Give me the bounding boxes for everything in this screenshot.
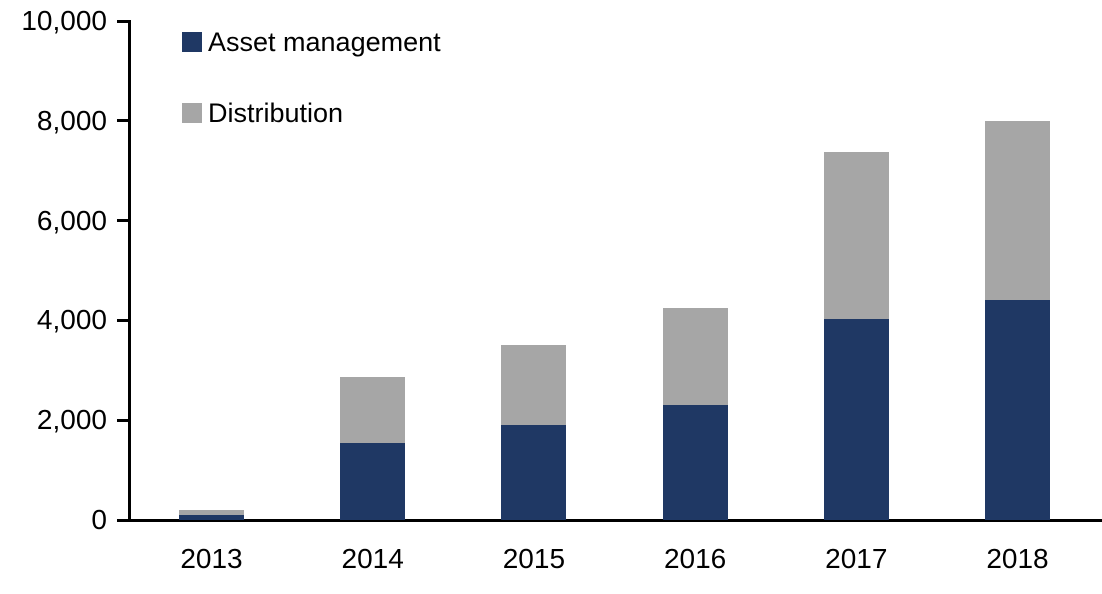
x-tick-label-2013: 2013: [180, 543, 243, 574]
y-tick-label: 0: [91, 504, 107, 535]
bar-2014-distribution: [340, 376, 406, 443]
x-tick-label-2014: 2014: [341, 543, 404, 574]
bar-2016-distribution: [662, 307, 728, 406]
bar-2018-distribution: [985, 120, 1050, 301]
bar-2018-asset-management: [985, 300, 1050, 520]
y-tick-label: 2,000: [36, 404, 107, 436]
x-tick-label-2015: 2015: [502, 543, 566, 574]
y-tick-label: 8,000: [36, 104, 107, 136]
legend-swatch-asset-management-icon: [182, 32, 202, 52]
x-tick-label-2016: 2016: [663, 543, 727, 574]
y-tick-6000: [117, 219, 128, 223]
y-tick-8000: [117, 119, 128, 123]
bar-2017-distribution: [823, 151, 889, 319]
legend-item-distribution: Distribution: [182, 97, 441, 128]
legend-label-asset-management: Asset management: [208, 26, 441, 57]
y-tick-label: 6,000: [36, 204, 107, 236]
legend-swatch-distribution-icon: [182, 103, 202, 123]
x-tick-label-2018: 2018: [986, 543, 1049, 574]
bar-2013-asset-management: [179, 515, 244, 520]
x-tick-label-2017: 2017: [825, 543, 888, 574]
bar-2014-asset-management: [340, 442, 406, 520]
legend: Asset management Distribution: [182, 26, 441, 170]
legend-item-asset-management: Asset management: [182, 26, 441, 57]
y-tick-label: 10,000: [21, 5, 107, 36]
y-tick-4000: [117, 318, 128, 322]
bar-2015-asset-management: [501, 425, 567, 520]
x-axis-line: [128, 519, 1102, 522]
bar-2013-distribution: [179, 510, 244, 515]
y-tick-2000: [117, 418, 128, 422]
bar-2017-asset-management: [823, 318, 889, 520]
y-tick-10000: [117, 19, 128, 23]
y-tick-label: 4,000: [36, 304, 107, 336]
bar-2016-asset-management: [662, 405, 728, 520]
y-tick-0: [117, 518, 128, 522]
y-axis-line: [128, 20, 131, 522]
bar-2015-distribution: [501, 345, 567, 426]
legend-label-distribution: Distribution: [208, 97, 344, 128]
